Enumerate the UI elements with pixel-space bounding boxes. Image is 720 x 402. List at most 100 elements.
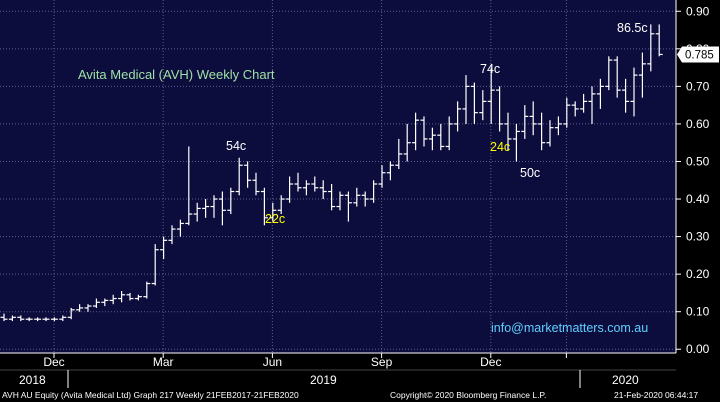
footer-copyright: Copyright© 2020 Bloomberg Finance L.P. xyxy=(390,390,546,400)
ohlc-bar-19 xyxy=(160,236,168,260)
ohlc-bar-67 xyxy=(563,97,571,128)
ohlc-bar-29 xyxy=(244,161,252,188)
ohlc-bar-36 xyxy=(302,180,310,196)
ohlc-bar-49 xyxy=(412,112,420,151)
y-tick-label-9: 0.90 xyxy=(686,4,710,18)
y-tick-label-3: 0.30 xyxy=(686,230,710,244)
ohlc-bar-27 xyxy=(227,187,235,215)
ohlc-bar-28 xyxy=(235,157,243,196)
ohlc-bar-48 xyxy=(403,123,411,162)
ohlc-bar-74 xyxy=(622,78,630,113)
ohlc-bar-1 xyxy=(8,315,16,322)
ohlc-bar-58 xyxy=(487,67,495,124)
ohlc-bar-30 xyxy=(252,172,260,196)
ohlc-bar-4 xyxy=(34,317,42,322)
ohlc-bar-51 xyxy=(428,127,436,151)
ohlc-bar-22 xyxy=(185,146,193,226)
ohlc-bar-57 xyxy=(479,90,487,121)
x-tick-label-1: Mar xyxy=(153,355,174,369)
ohlc-bar-21 xyxy=(176,219,184,237)
ohlc-bar-2 xyxy=(17,315,25,322)
y-tick-label-0: 0.00 xyxy=(686,342,710,356)
ohlc-bar-47 xyxy=(395,138,403,169)
ohlc-bar-5 xyxy=(42,317,50,322)
annotation-22c: 22c xyxy=(265,212,285,226)
ohlc-bar-13 xyxy=(109,294,117,305)
ohlc-bar-76 xyxy=(638,52,646,98)
x-tick-label-2: Jun xyxy=(263,355,282,369)
ohlc-bar-78 xyxy=(655,24,663,57)
ohlc-bar-23 xyxy=(193,202,201,222)
footer-security-info: AVH AU Equity (Avita Medical Ltd) Graph … xyxy=(2,390,299,400)
ohlc-bar-69 xyxy=(580,93,588,113)
ohlc-bar-56 xyxy=(470,82,478,124)
ohlc-bar-0 xyxy=(0,313,8,322)
ohlc-bar-9 xyxy=(76,304,84,312)
ohlc-bar-17 xyxy=(143,281,151,299)
ohlc-bar-37 xyxy=(311,176,319,192)
ohlc-bar-16 xyxy=(134,294,142,301)
plot-background xyxy=(0,0,676,353)
ohlc-bar-43 xyxy=(361,191,369,207)
ohlc-bar-39 xyxy=(328,184,336,211)
x-axis-ticks: Dec Mar Jun Sep Dec xyxy=(43,353,567,369)
ohlc-bar-15 xyxy=(126,292,134,301)
y-tick-label-1: 0.10 xyxy=(686,305,710,319)
annotation-24c: 24c xyxy=(490,140,510,154)
ohlc-bar-64 xyxy=(538,112,546,151)
ohlc-bar-41 xyxy=(344,191,352,222)
ohlc-bar-20 xyxy=(168,225,176,245)
ohlc-bar-72 xyxy=(605,56,613,91)
ohlc-bar-8 xyxy=(67,307,75,320)
year-label-2020: 2020 xyxy=(612,373,639,387)
y-tick-label-7: 0.70 xyxy=(686,79,710,93)
ohlc-bar-62 xyxy=(521,105,529,139)
last-price-label: 0.785 xyxy=(685,49,714,61)
footer-timestamp: 21-Feb-2020 06:44:17 xyxy=(614,390,698,400)
ohlc-bar-26 xyxy=(218,191,226,226)
ohlc-bar-73 xyxy=(613,56,621,98)
annotation-74c: 74c xyxy=(480,62,500,76)
last-price-tag: 0.785 xyxy=(677,46,719,63)
ohlc-bar-14 xyxy=(118,291,126,303)
ohlc-bar-60 xyxy=(504,112,512,151)
ohlc-bar-54 xyxy=(454,101,462,132)
ohlc-bar-32 xyxy=(269,202,277,222)
ohlc-bar-77 xyxy=(647,24,655,72)
ohlc-bar-11 xyxy=(92,298,100,308)
ohlc-bar-61 xyxy=(512,123,520,162)
ohlc-bar-33 xyxy=(277,195,285,215)
ohlc-bar-59 xyxy=(496,86,504,132)
ohlc-bar-35 xyxy=(294,172,302,192)
year-label-2018: 2018 xyxy=(19,373,46,387)
ohlc-bar-44 xyxy=(370,180,378,203)
ohlc-bar-3 xyxy=(25,317,33,322)
annotation-54c: 54c xyxy=(226,139,246,153)
ohlc-bar-18 xyxy=(151,244,159,286)
ohlc-bar-31 xyxy=(260,187,268,226)
x-tick-label-4: Dec xyxy=(480,355,501,369)
last-price-marker xyxy=(677,46,719,63)
ohlc-bar-55 xyxy=(462,75,470,124)
ohlc-bar-75 xyxy=(630,67,638,117)
y-tick-label-6: 0.60 xyxy=(686,117,710,131)
ohlc-bar-24 xyxy=(202,199,210,218)
ohlc-bar-66 xyxy=(554,116,562,136)
ohlc-bar-42 xyxy=(353,187,361,207)
y-axis-ticks: 0.000.100.200.300.400.500.600.700.800.90 xyxy=(676,4,710,356)
ohlc-bar-7 xyxy=(59,315,67,322)
ohlc-bar-34 xyxy=(286,176,294,203)
y-tick-label-5: 0.50 xyxy=(686,154,710,168)
ohlc-bar-25 xyxy=(210,195,218,218)
gridlines xyxy=(0,0,676,353)
contact-email: info@marketmatters.com.au xyxy=(491,321,648,335)
ohlc-bar-71 xyxy=(596,78,604,109)
ohlc-bar-6 xyxy=(50,317,58,322)
ohlc-bar-10 xyxy=(84,304,92,312)
ohlc-bar-50 xyxy=(420,116,428,147)
ohlc-bar-46 xyxy=(386,161,394,181)
ohlc-bar-65 xyxy=(546,120,554,147)
price-bars xyxy=(0,24,663,322)
